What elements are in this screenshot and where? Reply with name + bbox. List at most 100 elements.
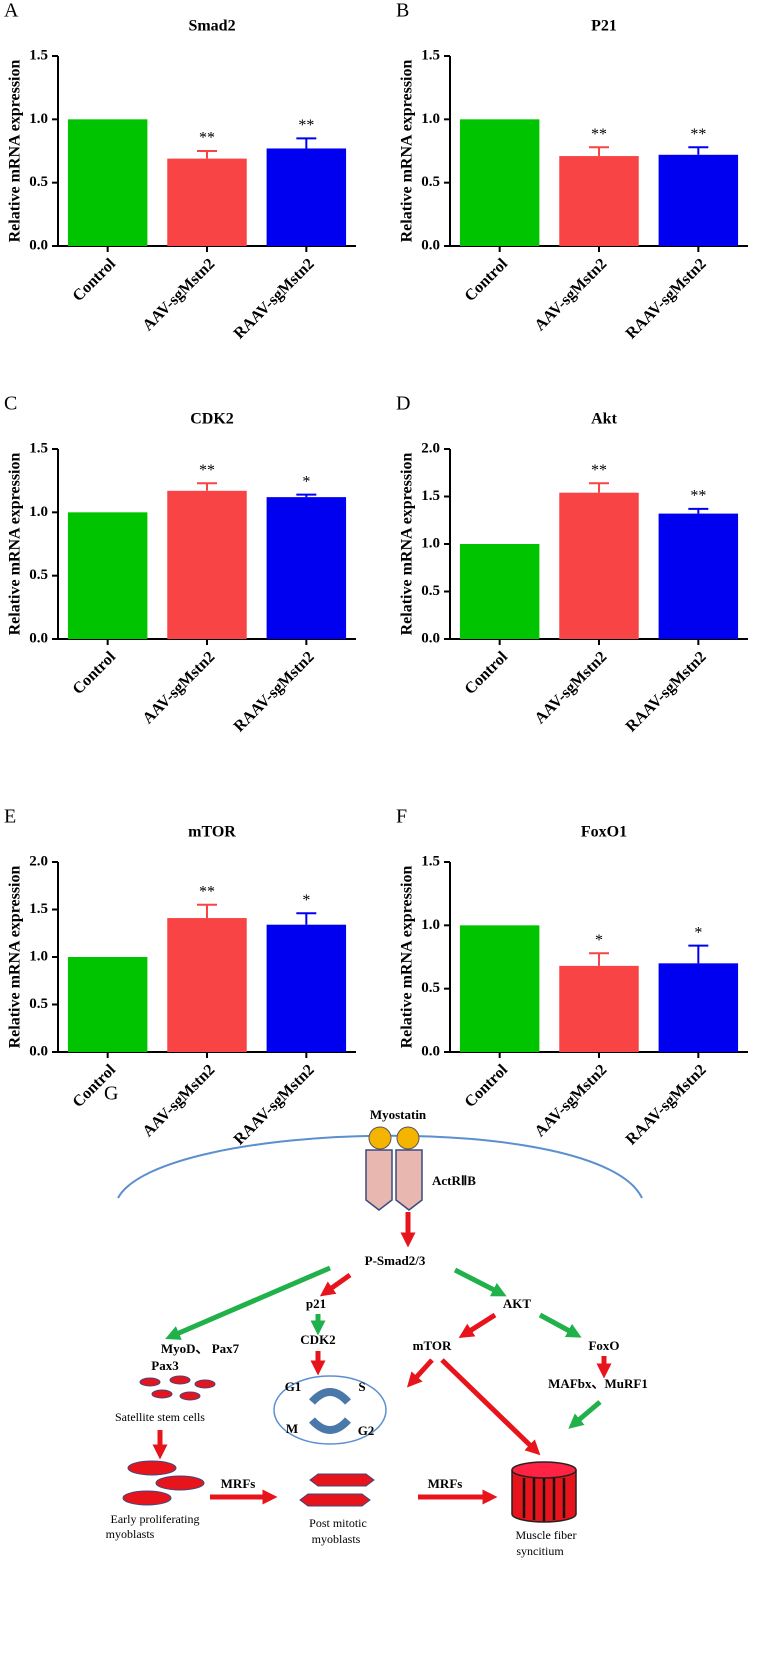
bar: [67, 957, 148, 1052]
cells: [139, 1375, 216, 1401]
chart-title: Smad2: [188, 18, 235, 35]
arrow: [568, 1400, 602, 1429]
y-tick-label: 0.0: [29, 630, 48, 646]
y-tick-label: 1.0: [421, 917, 440, 933]
panel-label: A: [4, 0, 19, 22]
error-bar: [296, 137, 317, 149]
y-tick-label: 1.5: [29, 901, 48, 917]
node: mTOR: [413, 1338, 452, 1353]
x-tick-label: AAV-sgMstn2: [140, 255, 219, 334]
phase: G2: [358, 1423, 375, 1438]
muscle-fiber-icon: [511, 1461, 577, 1523]
cycle-arrow: [309, 1388, 351, 1405]
x-tick-label: AAV-sgMstn2: [140, 648, 219, 727]
x-tick-label: AAV-sgMstn2: [532, 1061, 611, 1140]
significance: **: [690, 488, 706, 505]
ligand: Myostatin: [370, 1107, 427, 1122]
x-tick-label: RAAV-sgMstn2: [231, 255, 318, 342]
significance: **: [199, 462, 215, 479]
arrow: [458, 1312, 497, 1339]
node: P-Smad2/3: [365, 1253, 426, 1268]
bar: [67, 512, 148, 639]
y-axis-title: Relative mRNA expression: [7, 453, 24, 636]
receptor: ActRⅡB: [432, 1173, 476, 1188]
significance: *: [302, 473, 310, 490]
cell-label: Post mitotic: [309, 1516, 367, 1530]
panel-label: G: [104, 1083, 118, 1105]
significance: **: [199, 883, 215, 900]
cycle-arrow: [309, 1417, 351, 1434]
chart-title: P21: [591, 18, 617, 35]
error-bar: [197, 482, 217, 491]
bar: [559, 156, 639, 246]
panel-label: D: [396, 393, 410, 415]
cells: [299, 1473, 375, 1507]
error-bar: [589, 146, 609, 157]
y-tick-label: 0.5: [421, 174, 440, 190]
arrow: [538, 1312, 582, 1338]
error-bar: [296, 493, 317, 498]
x-tick-label: RAAV-sgMstn2: [623, 255, 710, 342]
chart-title: mTOR: [188, 824, 236, 841]
y-tick-label: 0.0: [421, 1043, 440, 1059]
error-bar: [589, 952, 609, 966]
chart-title: FoxO1: [581, 824, 627, 841]
bar: [67, 119, 148, 246]
x-tick-label: Control: [462, 255, 512, 305]
phase: G1: [285, 1379, 302, 1394]
cell-label: Early proliferating: [111, 1512, 200, 1526]
y-tick-label: 0.5: [29, 996, 48, 1012]
y-tick-label: 1.5: [421, 488, 440, 504]
node: p21: [306, 1296, 326, 1311]
x-tick-label: Control: [462, 648, 512, 698]
arrow: [319, 1272, 352, 1297]
bar: [167, 918, 247, 1052]
ligand-icon: [368, 1126, 392, 1150]
y-tick-label: 0.5: [421, 980, 440, 996]
cell-label: Muscle fiber: [516, 1528, 577, 1542]
error-bar: [688, 507, 709, 514]
significance: **: [591, 462, 607, 479]
y-tick-label: 0.5: [29, 174, 48, 190]
panel-label: C: [4, 393, 17, 415]
y-tick-label: 2.0: [421, 440, 440, 456]
y-tick-label: 1.0: [29, 111, 48, 127]
x-tick-label: RAAV-sgMstn2: [623, 1061, 710, 1148]
significance: **: [199, 130, 215, 147]
receptor-icon: [365, 1149, 393, 1211]
bar: [167, 158, 247, 246]
node: AKT: [503, 1296, 532, 1311]
x-tick-label: RAAV-sgMstn2: [231, 648, 318, 735]
node: MyoD、 Pax7: [161, 1341, 240, 1356]
x-tick-label: AAV-sgMstn2: [532, 255, 611, 334]
x-tick-label: RAAV-sgMstn2: [623, 648, 710, 735]
error-bar: [589, 482, 609, 493]
y-tick-label: 0.0: [29, 1043, 48, 1059]
phase: M: [286, 1421, 298, 1436]
y-axis-title: Relative mRNA expression: [399, 866, 416, 1049]
cell-label: myoblasts: [312, 1532, 361, 1546]
pathway-diagram: G Myostatin ActRⅡB P-Smad2/3 MyoD、 Pax7 …: [104, 1083, 648, 1558]
y-axis-title: Relative mRNA expression: [7, 60, 24, 243]
bar: [459, 925, 540, 1052]
bar: [658, 154, 739, 246]
y-tick-label: 0.0: [421, 630, 440, 646]
chart-title: Akt: [591, 411, 617, 428]
bar: [266, 924, 347, 1052]
x-tick-label: AAV-sgMstn2: [140, 1061, 219, 1140]
y-tick-label: 2.0: [29, 853, 48, 869]
significance: *: [595, 932, 603, 949]
significance: *: [302, 892, 310, 909]
ligand-icon: [396, 1126, 420, 1150]
y-tick-label: 1.5: [29, 440, 48, 456]
y-tick-label: 1.5: [421, 853, 440, 869]
y-tick-label: 1.5: [421, 47, 440, 63]
x-tick-label: AAV-sgMstn2: [532, 648, 611, 727]
bar: [559, 492, 639, 639]
factor: MRFs: [221, 1476, 256, 1491]
y-tick-label: 1.0: [421, 111, 440, 127]
y-tick-label: 1.5: [29, 47, 48, 63]
error-bar: [197, 150, 217, 159]
error-bar: [688, 944, 709, 964]
